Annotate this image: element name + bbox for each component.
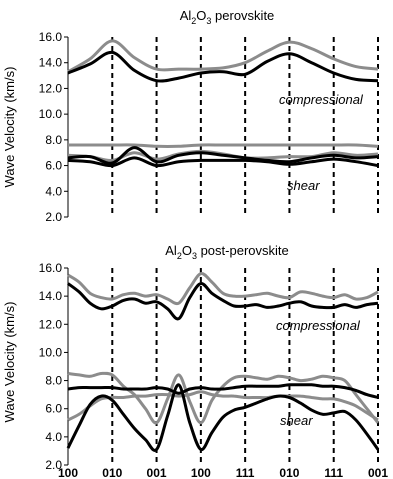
bottom-panel-title: Al2O3 post-perovskite — [165, 243, 288, 261]
top-series-line-5 — [67, 146, 379, 165]
top-y-tick-label: 6.0 — [45, 159, 62, 173]
top-y-tick-label: 4.0 — [45, 184, 62, 198]
x-tick-label: 010 — [279, 466, 299, 479]
x-tick-label: 010 — [102, 466, 122, 479]
top-series-line-3 — [68, 143, 379, 148]
bottom-panel-plot: 2.0 4.0 6.0 8.0 10.0 12.0 14.0 16.0 100 010 001 100… — [39, 261, 389, 479]
bottom-y-tick-label: 8.0 — [45, 374, 62, 388]
top-y-tick-label: 10.0 — [39, 107, 63, 121]
top-y-tick-label: 12.0 — [39, 81, 63, 95]
top-y-tick-label: 14.0 — [39, 56, 63, 70]
bottom-y-tick-label: 14.0 — [39, 289, 63, 303]
top-y-axis-label: Wave Velocity (km/s) — [2, 67, 17, 188]
top-series-line-6 — [67, 156, 379, 168]
bottom-series-line-1 — [67, 272, 379, 306]
bottom-y-tick-label: 12.0 — [39, 317, 63, 331]
bottom-series-line-3 — [67, 371, 380, 425]
bottom-compressional-label: compressional — [276, 318, 361, 333]
top-panel-title: Al2O3 perovskite — [180, 8, 275, 26]
top-shear-label: shear — [287, 178, 320, 193]
top-y-tick-label: 8.0 — [45, 133, 62, 147]
bottom-y-tick-label: 10.0 — [39, 345, 63, 359]
bottom-y-tick-label: 6.0 — [45, 402, 62, 416]
bottom-series-line-4 — [67, 390, 379, 422]
x-tick-label: 100 — [191, 466, 211, 479]
top-compressional-label: compressional — [279, 92, 364, 107]
bottom-y-tick-label: 16.0 — [39, 261, 63, 275]
bottom-series-line-5 — [67, 383, 379, 399]
bottom-shear-label: shear — [280, 413, 313, 428]
bottom-y-tick-label: 2.0 — [45, 458, 62, 472]
x-tick-label: 001 — [368, 466, 388, 479]
x-tick-label: 100 — [58, 466, 78, 479]
top-y-tick-label: 16.0 — [39, 30, 63, 44]
x-tick-label: 001 — [147, 466, 167, 479]
top-series-line-1 — [67, 39, 379, 74]
bottom-series-line-6 — [66, 383, 380, 452]
bottom-y-tick-label: 4.0 — [45, 430, 62, 444]
top-panel-plot: 2.0 4.0 6.0 8.0 10.0 12.0 14.0 16.0 — [39, 30, 379, 224]
bottom-y-axis-label: Wave Velocity (km/s) — [2, 302, 17, 423]
top-series-line-2 — [67, 50, 379, 83]
x-tick-label: 111 — [324, 466, 343, 479]
bottom-series-line-2 — [67, 282, 379, 321]
x-tick-label: 111 — [236, 466, 255, 479]
top-y-tick-label: 2.0 — [45, 210, 62, 224]
